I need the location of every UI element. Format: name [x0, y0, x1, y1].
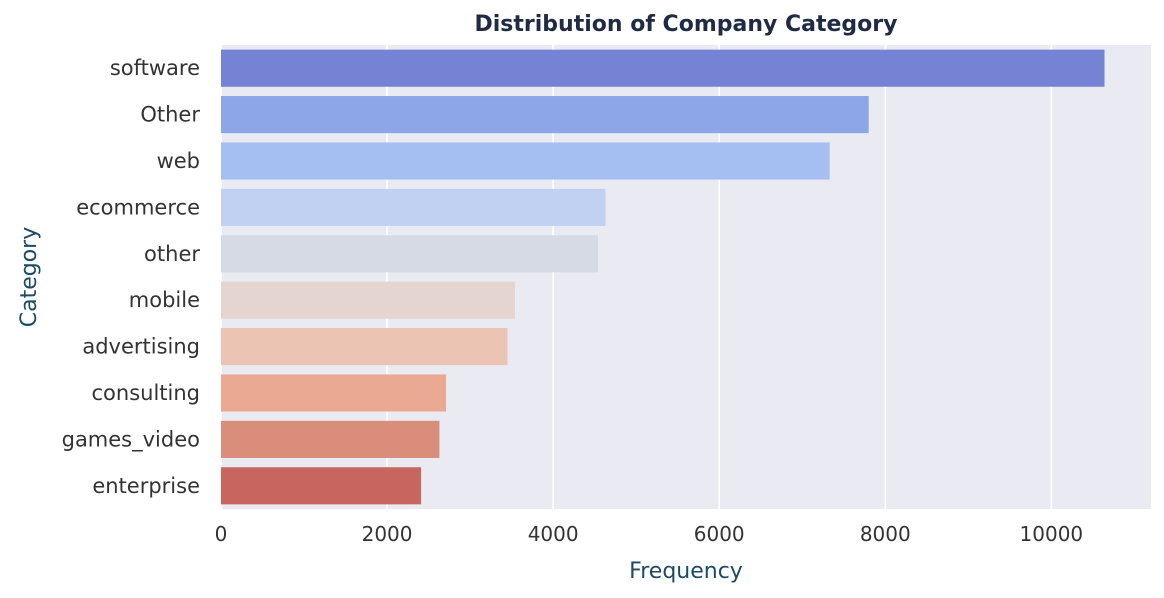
y-tick-label-7: consulting: [92, 381, 201, 405]
y-tick-label-9: enterprise: [92, 474, 200, 498]
bar-ecommerce-3: [221, 188, 606, 226]
y-tick-label-5: mobile: [129, 288, 200, 312]
bar-enterprise-9: [221, 467, 422, 505]
bar-advertising-6: [221, 328, 508, 366]
x-axis-label: Frequency: [629, 559, 743, 584]
x-tick-label-8000: 8000: [860, 522, 911, 546]
x-tick-label-10000: 10000: [1020, 522, 1084, 546]
bar-mobile-5: [221, 281, 515, 319]
y-tick-label-3: ecommerce: [76, 195, 200, 219]
bars: [221, 49, 1105, 505]
x-tick-label-4000: 4000: [528, 522, 579, 546]
y-tick-label-0: software: [110, 56, 200, 80]
bar-other-1: [221, 96, 869, 134]
bar-web-2: [221, 142, 830, 180]
y-axis-label: Category: [17, 227, 42, 328]
bar-consulting-7: [221, 374, 447, 412]
chart-title: Distribution of Company Category: [475, 12, 898, 37]
y-tick-label-2: web: [157, 149, 200, 173]
y-tick-label-1: Other: [140, 103, 200, 127]
y-tick-label-8: games_video: [62, 427, 200, 452]
x-tick-label-6000: 6000: [694, 522, 745, 546]
bar-games-video-8: [221, 420, 440, 458]
y-tick-labels: software Other web ecommerce other mobile adve…: [62, 56, 201, 498]
x-tick-labels: 0 2000 4000 6000 8000 10000: [215, 522, 1084, 546]
bar-software-0: [221, 49, 1105, 87]
x-tick-label-2000: 2000: [362, 522, 413, 546]
y-tick-label-6: advertising: [82, 335, 200, 359]
x-tick-label-0: 0: [215, 522, 228, 546]
y-tick-label-4: other: [144, 242, 200, 266]
bar-other-4: [221, 235, 598, 273]
